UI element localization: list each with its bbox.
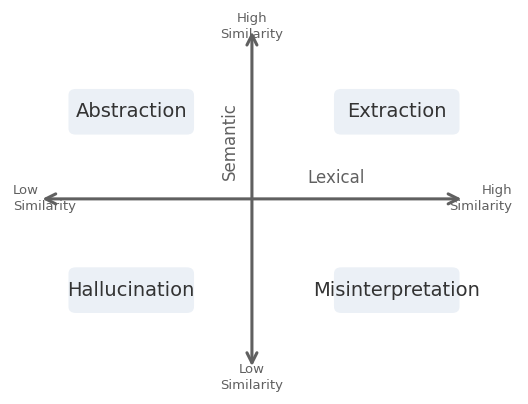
Text: Extraction: Extraction: [347, 102, 447, 121]
Text: Lexical: Lexical: [308, 170, 365, 187]
FancyBboxPatch shape: [334, 267, 459, 313]
FancyBboxPatch shape: [69, 89, 194, 135]
Text: High
Similarity: High Similarity: [220, 12, 284, 41]
Text: Low
Similarity: Low Similarity: [220, 363, 284, 392]
Text: High
Similarity: High Similarity: [450, 184, 513, 213]
Text: Semantic: Semantic: [221, 102, 239, 180]
FancyBboxPatch shape: [334, 89, 459, 135]
Text: Misinterpretation: Misinterpretation: [313, 281, 480, 300]
FancyBboxPatch shape: [69, 267, 194, 313]
Text: Abstraction: Abstraction: [76, 102, 187, 121]
Text: Hallucination: Hallucination: [68, 281, 195, 300]
Text: Low
Similarity: Low Similarity: [13, 184, 76, 213]
